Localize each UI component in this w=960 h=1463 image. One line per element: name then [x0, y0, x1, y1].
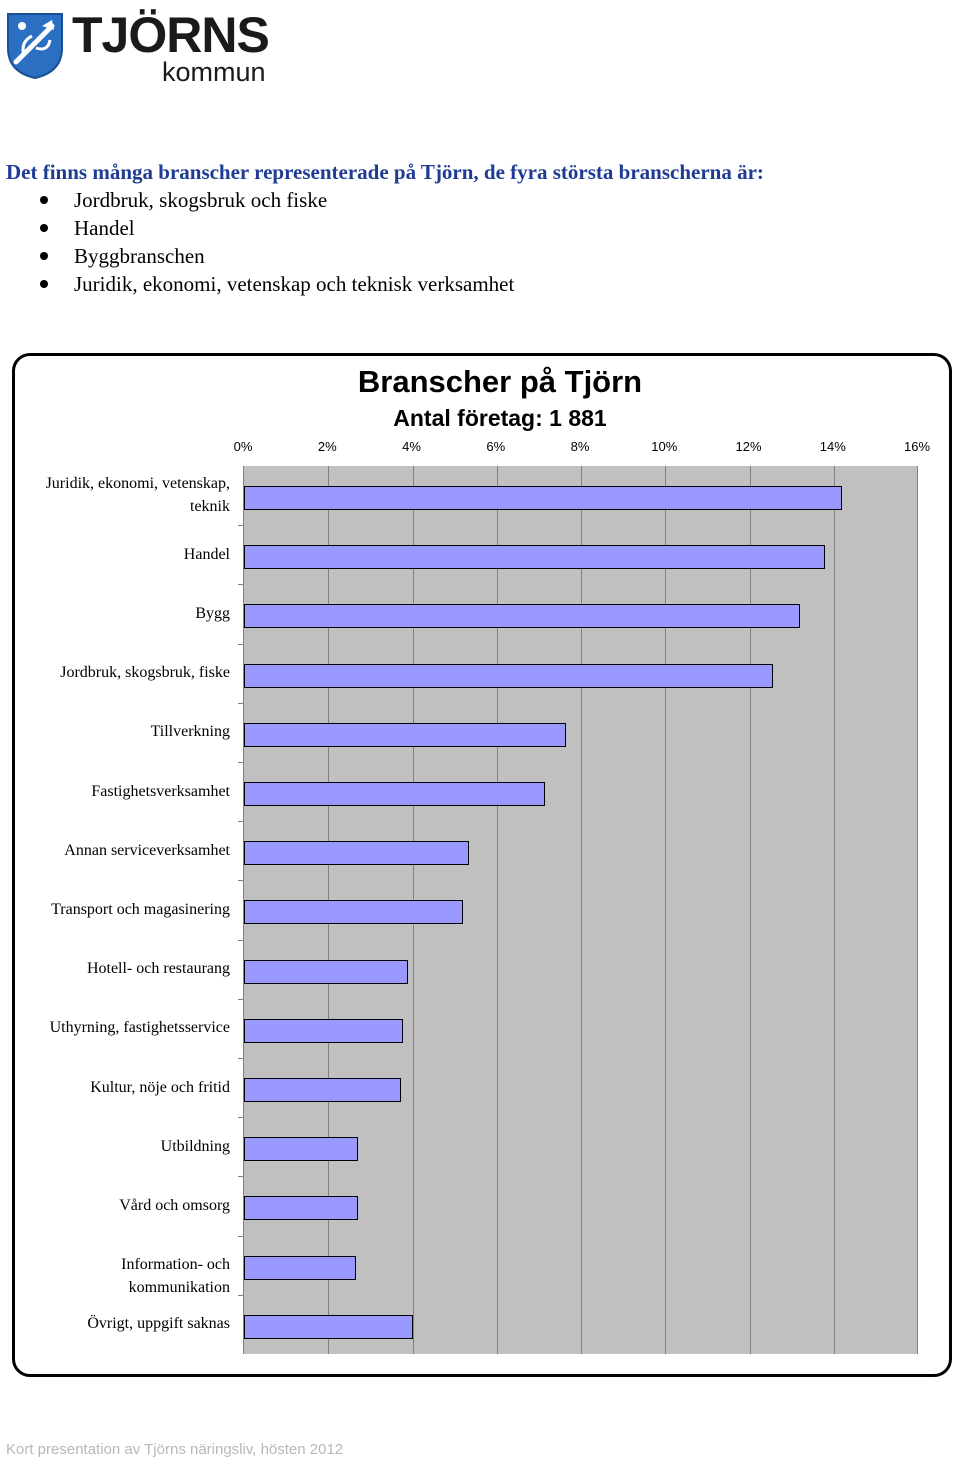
category-label: Fastighetsverksamhet [91, 782, 230, 800]
x-tick-label: 2% [317, 439, 337, 454]
x-tick-label: 12% [735, 439, 762, 454]
x-tick-label: 4% [402, 439, 421, 454]
bar [244, 841, 470, 866]
category-label: Bygg [195, 604, 230, 622]
category-label: Kultur, nöje och fritid [90, 1078, 230, 1096]
y-tick [238, 1176, 243, 1178]
bar [244, 1018, 404, 1043]
logo-name: TJÖRNS [72, 7, 270, 63]
y-tick [238, 1235, 243, 1237]
bar [244, 1078, 401, 1102]
category-label: Annan serviceverksamhet [64, 841, 230, 859]
x-tick-label: 0% [233, 439, 253, 454]
bullet-icon [40, 224, 48, 232]
category-label: Uthyrning, fastighetsservice [49, 1019, 230, 1037]
chart-title: Branscher på Tjörn [357, 364, 643, 399]
bar [244, 782, 546, 806]
y-tick [238, 1058, 243, 1059]
list-item: Juridik, ekonomi, vetenskap och teknisk … [6, 270, 946, 298]
y-tick [238, 1117, 243, 1119]
category-label: Tillverkning [150, 723, 230, 741]
bullet-icon [40, 252, 48, 260]
y-tick [238, 643, 243, 645]
category-label: Transport och magasinering [51, 900, 230, 918]
category-label: Jordbruk, skogsbruk, fiske [60, 664, 230, 682]
intro-heading: Det finns många branscher representerade… [6, 160, 764, 184]
bar [244, 486, 843, 510]
category-label: Information- och kommunikation [121, 1256, 230, 1297]
y-tick [238, 939, 243, 941]
category-label: Vård och omsorg [119, 1196, 230, 1214]
bullet-icon [40, 280, 48, 288]
bar [244, 1314, 413, 1339]
gridline [833, 466, 835, 1354]
bar [244, 900, 464, 925]
y-tick [238, 998, 243, 1000]
bar [244, 545, 826, 570]
gridline [665, 466, 667, 1354]
intro-section: Det finns många branscher representerade… [6, 158, 946, 298]
bullet-icon [40, 196, 48, 204]
industry-list: Jordbruk, skogsbruk och fiske Handel Byg… [6, 186, 946, 298]
x-tick-label: 8% [570, 439, 590, 454]
y-tick [238, 702, 243, 704]
bar [244, 1137, 358, 1162]
coat-of-arms-icon [7, 13, 63, 80]
x-tick-label: 10% [651, 439, 678, 454]
logo-subtitle: kommun [162, 57, 266, 87]
category-label: Juridik, ekonomi, vetenskap, teknik [45, 475, 230, 515]
category-label: Hotell- och restaurang [86, 960, 230, 978]
bar [244, 663, 773, 688]
x-tick-label: 14% [819, 439, 846, 454]
bar [244, 1196, 358, 1221]
gridline [581, 466, 582, 1354]
gridline [917, 466, 918, 1354]
list-item: Jordbruk, skogsbruk och fiske [6, 186, 946, 214]
x-tick-label: 16% [903, 439, 931, 454]
bar [244, 959, 409, 984]
bar [244, 604, 801, 629]
list-item: Byggbranschen [6, 242, 946, 270]
y-tick [238, 525, 243, 527]
gridline [496, 466, 498, 1354]
bar [244, 722, 567, 747]
plot-area [243, 466, 918, 1354]
category-label: Utbildning [160, 1137, 230, 1155]
tjorn-logo: TJÖRNS kommun [6, 7, 276, 87]
y-tick [238, 762, 243, 763]
y-tick [238, 880, 243, 882]
y-tick [238, 821, 243, 823]
page-footer: Kort presentation av Tjörns näringsliv, … [6, 1441, 344, 1458]
category-label: Handel [183, 545, 230, 563]
list-item: Handel [6, 214, 946, 242]
category-label: Övrigt, uppgift saknas [87, 1315, 230, 1333]
gridline [749, 466, 751, 1354]
y-tick [238, 584, 243, 586]
bar [244, 1255, 356, 1280]
y-tick [238, 1294, 243, 1296]
x-tick-label: 6% [486, 439, 506, 454]
chart-subtitle: Antal företag: 1 881 [393, 405, 607, 431]
